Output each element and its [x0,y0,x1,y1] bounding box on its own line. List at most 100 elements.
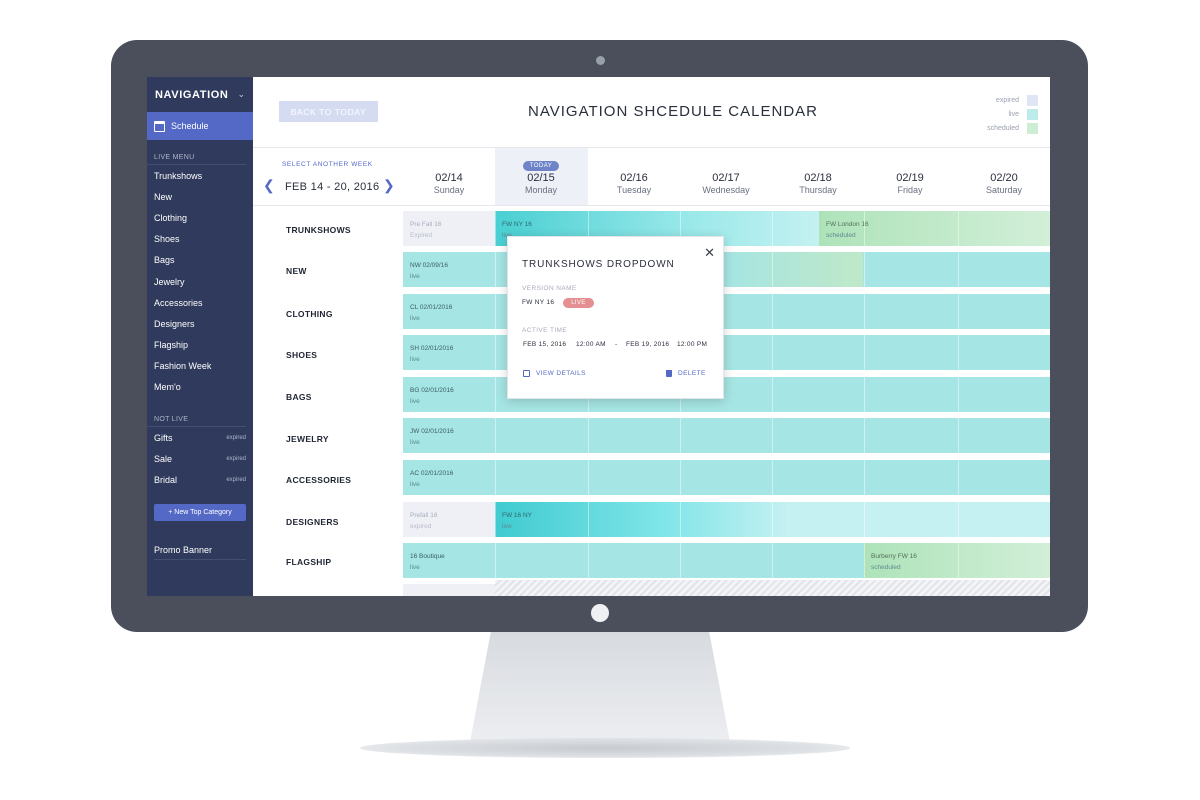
divider [253,147,1050,148]
time-separator: - [615,341,618,348]
legend-swatch [1027,94,1038,106]
day-header-tuesday[interactable]: 02/16 Tuesday [588,172,680,195]
schedule-band [403,460,1050,495]
sidebar-item-label: Shoes [154,234,180,245]
day-header-thursday[interactable]: 02/18 Thursday [772,172,864,195]
sidebar-item-designers[interactable]: Designers [147,313,253,334]
sidebar-item-bridal[interactable]: Bridal expired [147,469,253,490]
sidebar-item-schedule[interactable]: Schedule [147,112,253,140]
camera-icon [596,56,605,65]
view-details-link[interactable]: VIEW DETAILS [523,370,586,377]
schedule-cell[interactable]: NW 02/09/16 live [403,252,495,287]
sidebar-item-promo-banner[interactable]: Promo Banner [154,545,246,560]
legend-swatch [1027,122,1038,134]
cell-text: FW London 16 scheduled [826,219,869,241]
schedule-cell[interactable]: 16 Boutique live [403,543,495,578]
live-event-block[interactable]: FW 16 NY live [495,502,588,537]
schedule-cell[interactable]: CL 02/01/2016 live [403,294,495,329]
close-icon[interactable]: ✕ [704,245,715,260]
cell-name: 16 Boutique [410,553,445,560]
cell-text: AC 02/01/2016 live [410,468,453,490]
version-name-label: VERSION NAME [522,285,577,292]
day-name: Friday [897,185,923,195]
row-label-jewelry: JEWELRY [286,434,329,444]
status-tag: expired [226,455,246,462]
cell-status: live [502,232,512,239]
sidebar-item-jewelry[interactable]: Jewelry [147,271,253,292]
unavailable-area [495,580,1050,596]
delete-link[interactable]: DELETE [666,370,706,377]
cell-text: Pre Fall 16 Expired [410,219,441,241]
scheduled-event-block[interactable]: FW London 16 scheduled [819,211,1050,246]
sidebar-item-clothing[interactable]: Clothing [147,207,253,228]
day-date: 02/18 [804,172,832,184]
row-label-flagship: FLAGSHIP [286,557,332,567]
empty-cell [403,584,495,596]
divider [253,205,1050,206]
sidebar-item-shoes[interactable]: Shoes [147,229,253,250]
chevron-left-icon[interactable]: ❮ [263,177,275,193]
view-details-label: VIEW DETAILS [536,370,586,377]
sidebar-item-gifts[interactable]: Gifts expired [147,427,253,448]
cell-text: BG 02/01/2016 live [410,385,454,407]
sidebar-item-label: Trunkshows [154,170,203,181]
day-header-sunday[interactable]: 02/14 Sunday [403,172,495,195]
schedule-cell[interactable]: Pre Fall 16 Expired [403,211,495,246]
scheduled-event-block[interactable]: Burberry FW 16 scheduled [864,543,1050,578]
legend-item-expired: expired [987,93,1038,107]
column-divider [588,206,589,596]
sidebar-item-label: Bridal [154,475,178,486]
sidebar-item-flagship[interactable]: Flagship [147,335,253,356]
cell-name: Pre Fall 16 [410,221,442,228]
sidebar-item-label: Bags [154,255,175,266]
schedule-cell[interactable]: JW 02/01/2016 live [403,418,495,453]
sidebar-item-new[interactable]: New [147,186,253,207]
sidebar-item-fashion-week[interactable]: Fashion Week [147,356,253,377]
schedule-cell[interactable]: BG 02/01/2016 live [403,377,495,412]
cell-status: live [410,398,420,405]
delete-label: DELETE [678,370,706,377]
sidebar-item-label: Fashion Week [154,361,212,372]
row-label-clothing: CLOTHING [286,309,333,319]
schedule-cell[interactable]: SH 02/01/2016 live [403,335,495,370]
sidebar-header[interactable]: NAVIGATION ⌄ [147,77,253,112]
section-not-live: NOT LIVE [147,416,246,428]
sidebar-item-accessories[interactable]: Accessories [147,292,253,313]
sidebar-item-memo[interactable]: Mem'o [147,377,253,398]
cell-status: live [410,481,420,488]
chevron-right-icon[interactable]: ❯ [383,177,395,193]
schedule-cell[interactable]: AC 02/01/2016 live [403,460,495,495]
sidebar: NAVIGATION ⌄ Schedule LIVE MENU Trunksho… [147,77,253,596]
cell-name: Prefall 16 [410,512,438,519]
cell-status: live [410,273,420,280]
cell-name: AC 02/01/2016 [410,470,454,477]
day-header-saturday[interactable]: 02/20 Saturday [958,172,1050,195]
sidebar-item-label: Sale [154,453,173,464]
sidebar-item-trunkshows[interactable]: Trunkshows [147,165,253,186]
sidebar-item-bags[interactable]: Bags [147,250,253,271]
day-header-friday[interactable]: 02/19 Friday [864,172,956,195]
schedule-cell[interactable]: Prefall 16 expired [403,502,495,537]
cell-name: BG 02/01/2016 [410,387,454,394]
cell-text: 16 Boutique live [410,551,445,573]
status-badge: LIVE [563,298,594,308]
today-column-highlight [495,148,588,206]
live-event-block[interactable]: FW NY 16 live [495,211,588,246]
row-label-designers: DESIGNERS [286,517,339,527]
chevron-down-icon[interactable]: ⌄ [237,89,245,99]
main-panel: BACK TO TODAY NAVIGATION SHCEDULE CALEND… [253,77,1050,596]
back-to-today-button[interactable]: BACK TO TODAY [279,101,378,122]
new-top-category-button[interactable]: + New Top Category [154,503,246,521]
row-label-new: NEW [286,266,307,276]
sidebar-item-sale[interactable]: Sale expired [147,448,253,469]
day-header-wednesday[interactable]: 02/17 Wednesday [680,172,772,195]
cell-status: scheduled [871,564,901,571]
event-popup: TRUNKSHOWS DROPDOWN ✕ VERSION NAME FW NY… [507,236,724,399]
cell-text: CL 02/01/2016 live [410,302,452,324]
day-header-monday[interactable]: 02/15 Monday [495,172,587,195]
sidebar-title: NAVIGATION [155,88,229,101]
cell-name: JW 02/01/2016 [410,428,454,435]
active-time-label: ACTIVE TIME [522,327,568,334]
cell-name: CL 02/01/2016 [410,304,453,311]
cell-text: SH 02/01/2016 live [410,343,453,365]
